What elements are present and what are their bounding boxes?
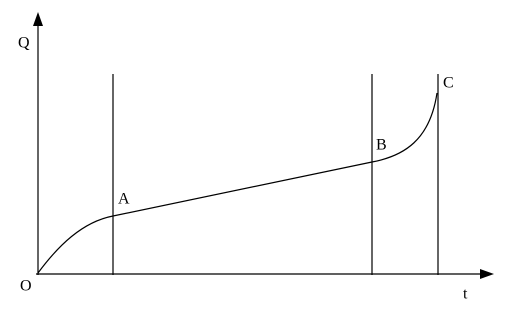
origin-label: O bbox=[20, 278, 32, 295]
point-label: A bbox=[118, 191, 130, 208]
point-label: B bbox=[376, 137, 387, 154]
x-axis-label: t bbox=[463, 286, 468, 303]
y-axis-label: Q bbox=[18, 35, 30, 52]
y-axis-arrow bbox=[33, 12, 43, 26]
x-axis-arrow bbox=[480, 269, 494, 279]
point-label: C bbox=[443, 75, 454, 92]
curve bbox=[37, 92, 438, 274]
